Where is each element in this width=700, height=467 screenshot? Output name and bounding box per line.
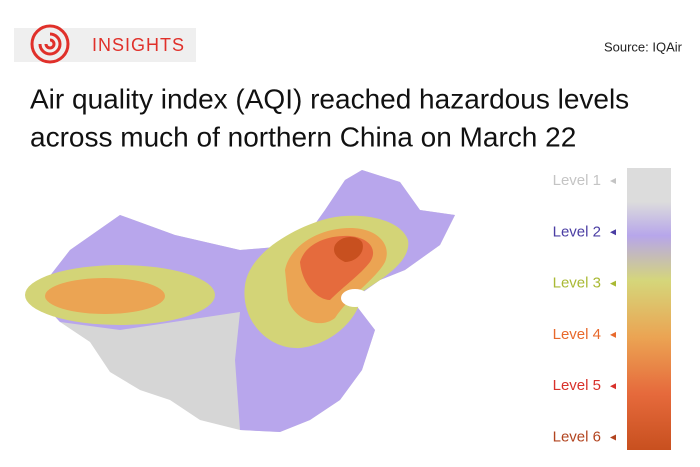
legend-label: Level 5 [553,377,601,394]
title-line: across much of northern China on March 2… [30,121,576,152]
source: Source: IQAir [604,39,683,54]
title-line: Air quality index (AQI) reached hazardou… [30,83,629,114]
legend-marker [610,434,616,441]
legend-label: Level 6 [553,428,601,445]
badge-text: INSIGHTS [92,35,185,55]
legend-label: Level 2 [553,223,601,240]
legend-label: Level 3 [553,275,601,292]
legend-gradient [627,168,671,450]
legend-label: Level 1 [553,172,601,189]
legend-marker [610,280,616,287]
legend-marker [610,383,616,390]
legend-marker [610,331,616,338]
legend-marker [610,229,616,236]
legend-label: Level 4 [553,326,601,343]
legend: Level 1 Level 2 Level 3 Level 4 Level 5 Level… [553,172,616,445]
logo [30,24,70,64]
legend-marker [610,178,616,184]
badge-bg [14,28,196,62]
map [25,170,455,432]
